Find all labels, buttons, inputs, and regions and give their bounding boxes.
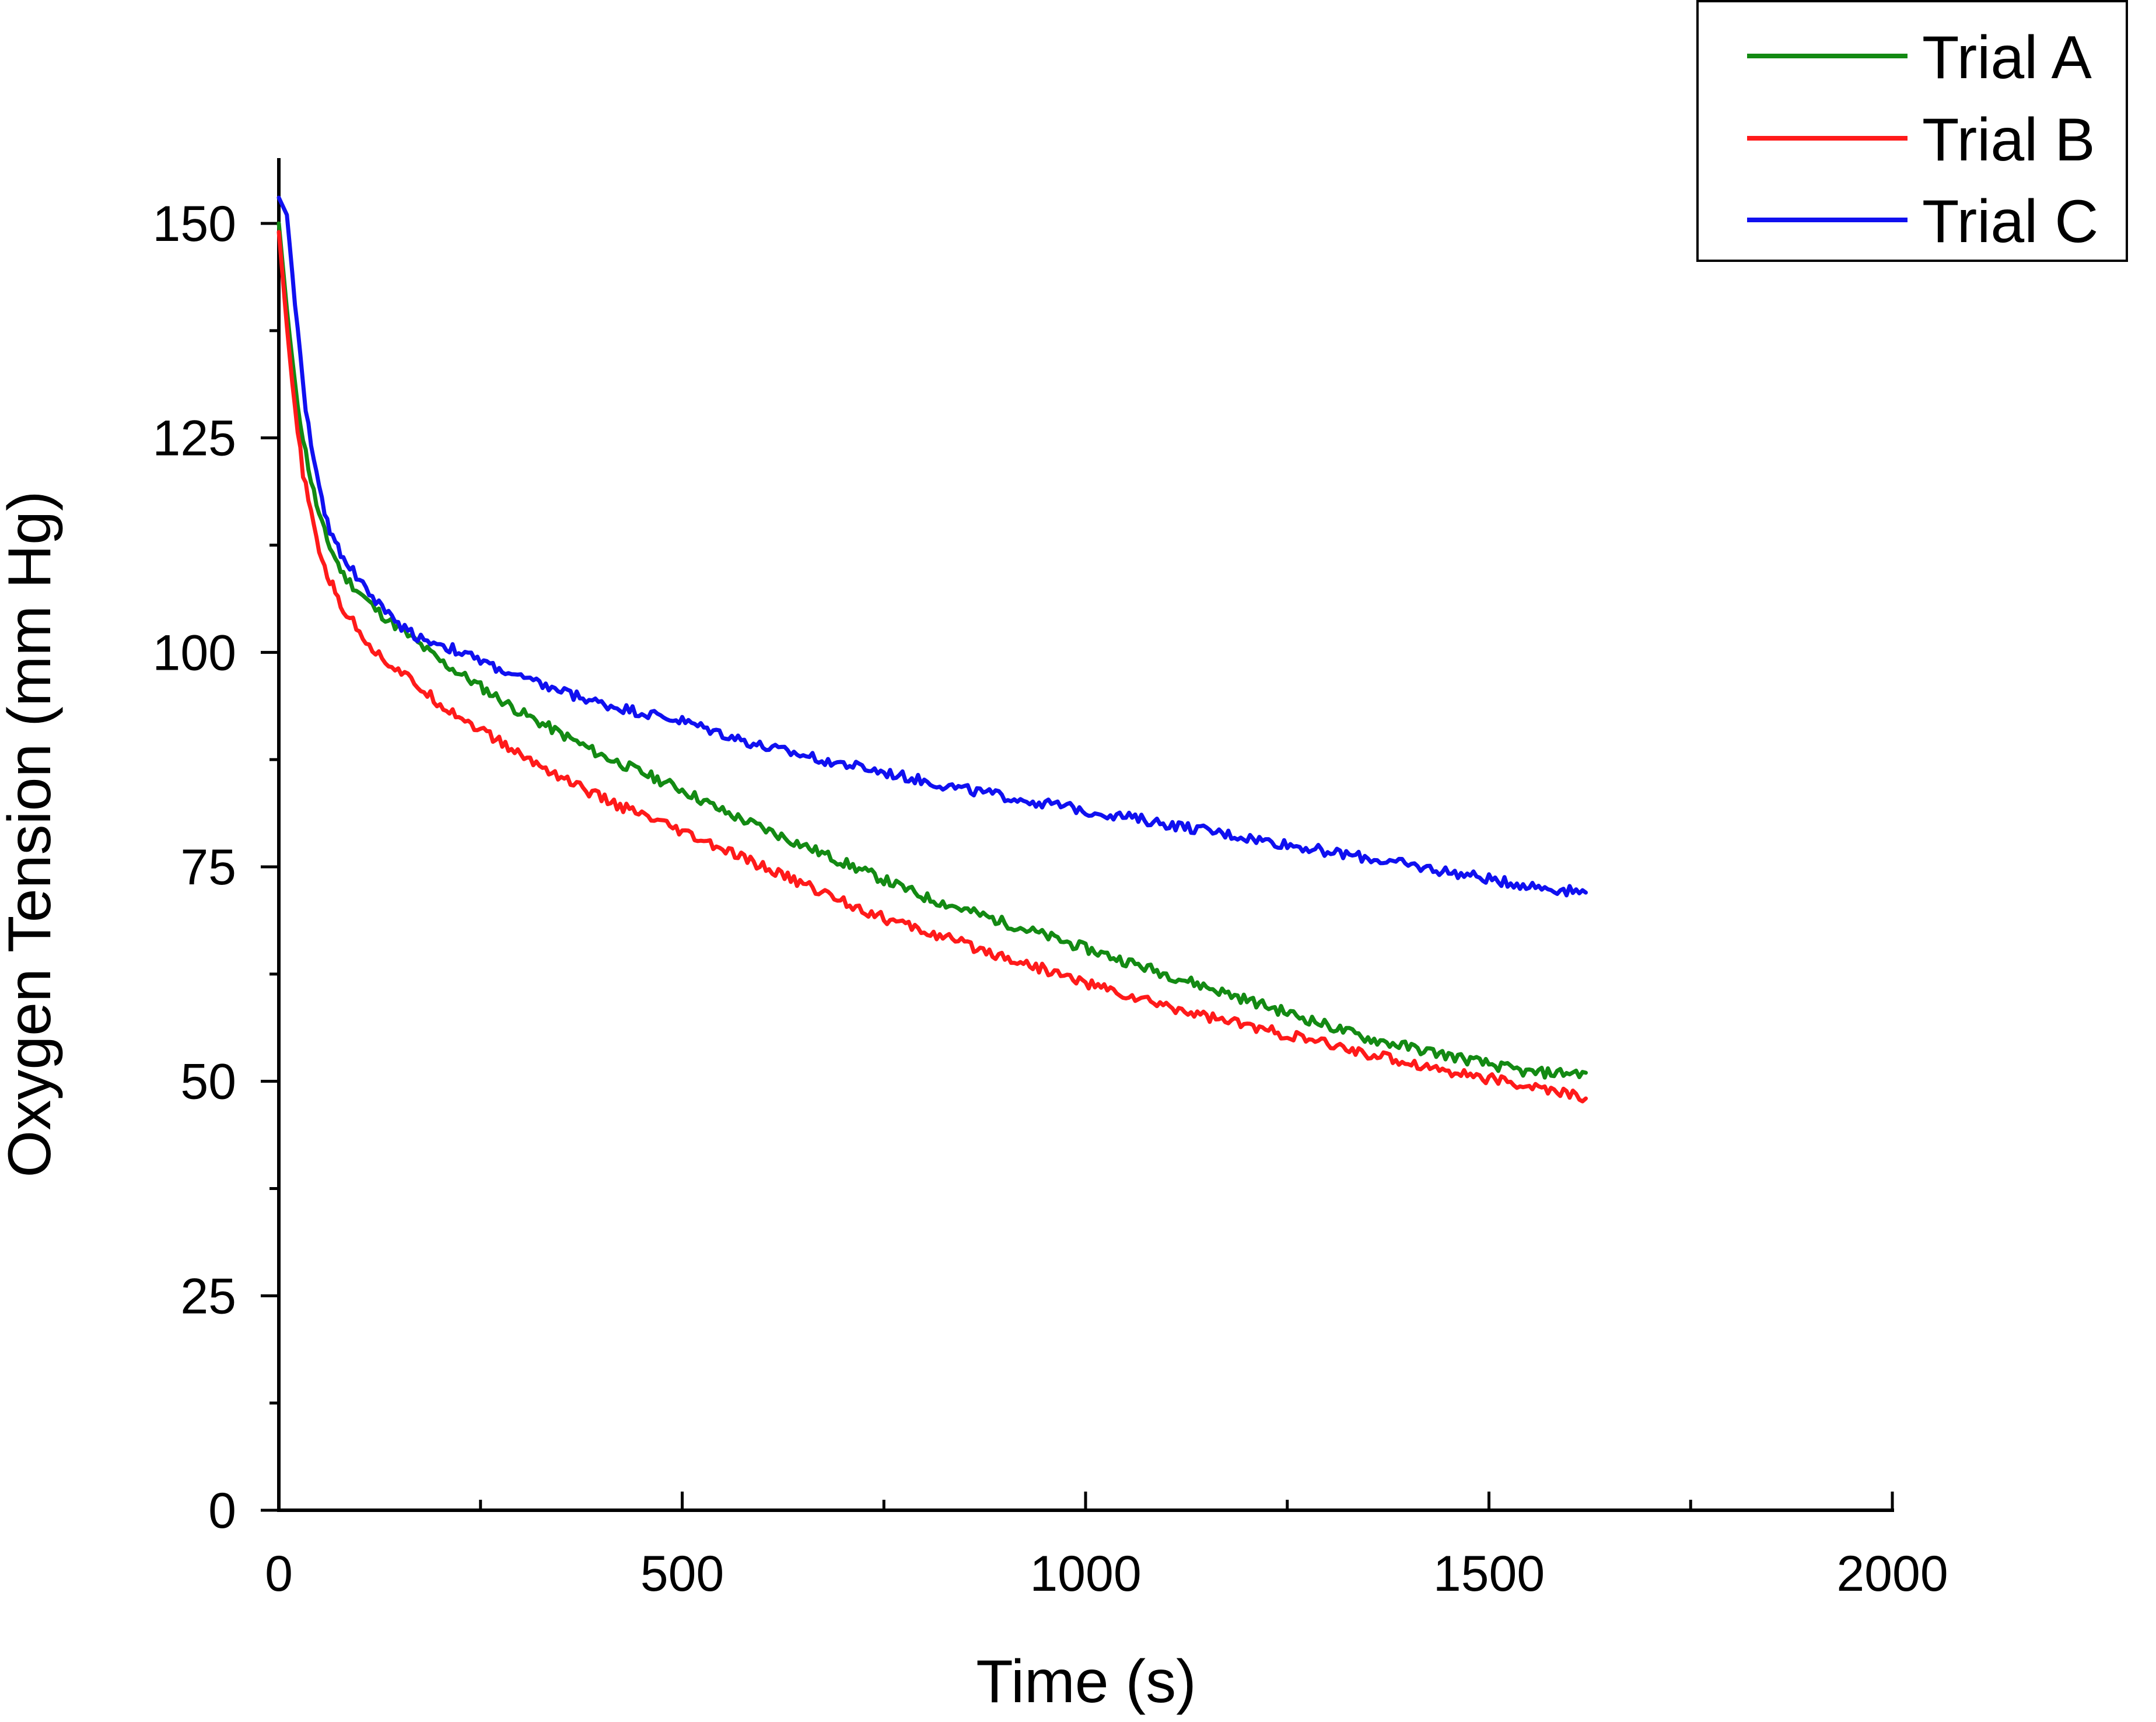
series-line-trial-b	[276, 230, 1588, 1104]
x-tick-label-0: 0	[265, 1546, 293, 1602]
legend-label-trial-b: Trial B	[1922, 106, 2095, 174]
x-axis-title: Time (s)	[976, 1648, 1196, 1716]
series-line-trial-a	[276, 221, 1588, 1080]
x-tick-label-1000: 1000	[1030, 1546, 1141, 1602]
legend-item-trial-b: Trial B	[1747, 106, 2095, 174]
legend-box	[1696, 0, 2128, 262]
y-tick-label-0: 0	[208, 1483, 236, 1539]
x-tick-label-2000: 2000	[1836, 1546, 1948, 1602]
series-line-trial-c	[276, 195, 1588, 898]
y-tick-label-100: 100	[153, 625, 237, 681]
y-tick-label-150: 150	[153, 196, 237, 252]
legend-label-trial-c: Trial C	[1922, 188, 2098, 256]
series-layer	[276, 195, 1588, 1104]
legend: Trial A Trial B Trial C	[1696, 0, 2128, 262]
y-tick-label-25: 25	[180, 1268, 236, 1324]
y-axis-title: Oxygen Tension (mm Hg)	[0, 491, 64, 1177]
x-tick-label-1500: 1500	[1433, 1546, 1545, 1602]
x-ticks: 0 500 1000 1500 2000	[265, 1492, 1948, 1602]
legend-label-trial-a: Trial A	[1922, 24, 2092, 92]
y-ticks: 0 25 50 75 100 125 150	[153, 196, 279, 1539]
y-tick-label-125: 125	[153, 411, 237, 467]
legend-item-trial-c: Trial C	[1747, 188, 2098, 256]
legend-item-trial-a: Trial A	[1747, 24, 2092, 92]
x-tick-label-500: 500	[640, 1546, 724, 1602]
y-tick-label-75: 75	[180, 839, 236, 895]
y-tick-label-50: 50	[180, 1054, 236, 1110]
